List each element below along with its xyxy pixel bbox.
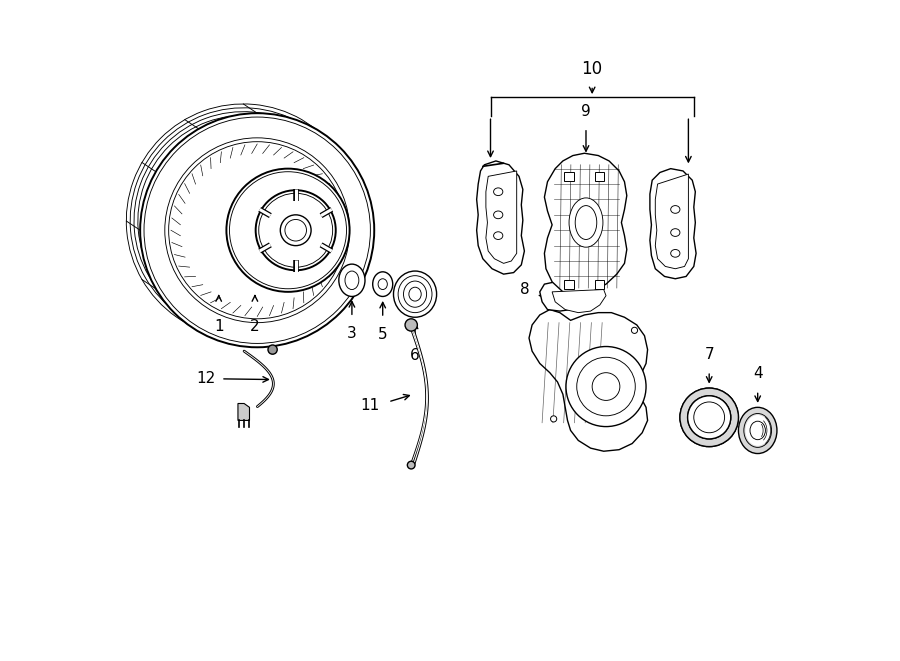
Text: 3: 3: [347, 327, 356, 342]
Polygon shape: [650, 169, 696, 279]
Polygon shape: [655, 174, 688, 269]
Bar: [595, 280, 605, 289]
Polygon shape: [544, 153, 626, 295]
Ellipse shape: [373, 272, 392, 297]
Ellipse shape: [569, 198, 603, 247]
Text: 1: 1: [214, 319, 223, 334]
Ellipse shape: [408, 461, 415, 469]
Ellipse shape: [688, 396, 731, 439]
Ellipse shape: [405, 319, 418, 331]
Text: 12: 12: [196, 371, 215, 386]
Ellipse shape: [338, 264, 365, 297]
Ellipse shape: [268, 345, 277, 354]
Text: 10: 10: [581, 59, 603, 78]
Bar: [564, 172, 573, 181]
Ellipse shape: [551, 416, 557, 422]
Ellipse shape: [140, 113, 374, 347]
Ellipse shape: [280, 215, 311, 246]
Polygon shape: [477, 161, 525, 274]
Ellipse shape: [745, 415, 770, 446]
Text: 4: 4: [753, 366, 762, 381]
Text: 2: 2: [250, 319, 260, 334]
Polygon shape: [238, 403, 249, 420]
Text: 8: 8: [519, 282, 529, 297]
Ellipse shape: [680, 388, 738, 447]
Ellipse shape: [738, 407, 777, 453]
Bar: [595, 172, 605, 181]
Ellipse shape: [680, 388, 738, 447]
Text: 6: 6: [410, 348, 420, 363]
Text: 5: 5: [378, 327, 388, 342]
Ellipse shape: [227, 169, 349, 292]
Ellipse shape: [345, 271, 359, 290]
Polygon shape: [552, 290, 606, 313]
Ellipse shape: [566, 346, 646, 426]
Ellipse shape: [632, 327, 637, 333]
Ellipse shape: [256, 190, 336, 270]
Ellipse shape: [688, 396, 731, 439]
Polygon shape: [529, 309, 648, 451]
Text: 11: 11: [361, 397, 380, 412]
Polygon shape: [540, 282, 575, 311]
Ellipse shape: [393, 271, 436, 317]
Ellipse shape: [378, 279, 387, 290]
Text: 9: 9: [581, 104, 591, 118]
Polygon shape: [486, 171, 517, 263]
Text: 7: 7: [705, 347, 714, 362]
Bar: [564, 280, 573, 289]
